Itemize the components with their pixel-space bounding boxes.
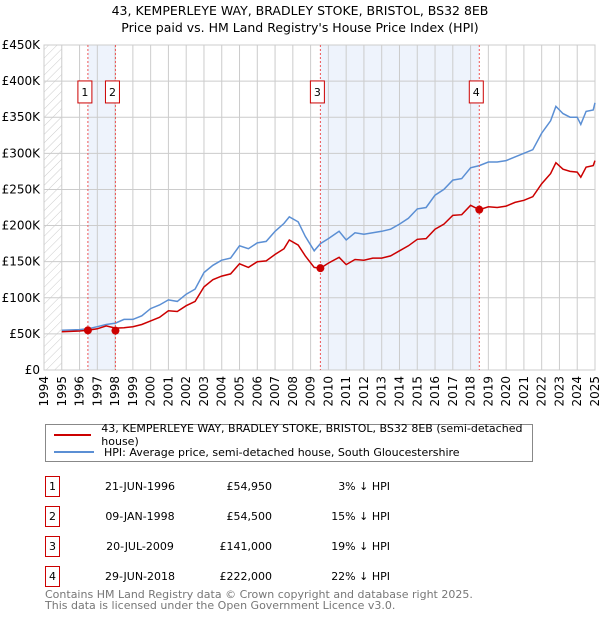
footer: Contains HM Land Registry data © Crown c… [45,589,473,611]
x-tick-label: 2006 [250,376,264,407]
x-tick-label: 2019 [481,376,495,407]
footer-copyright: Contains HM Land Registry data © Crown c… [45,588,473,601]
chart-title: 43, KEMPERLEYE WAY, BRADLEY STOKE, BRIST… [111,3,489,18]
x-tick-label: 2012 [357,376,371,407]
x-tick-label: 2010 [321,376,335,407]
sale-date: 20-JUL-2009 [106,540,174,553]
sale-point [316,264,325,273]
x-tick-label: 2016 [428,376,442,407]
hpi-line [61,102,596,332]
y-tick-label: £400K [2,74,42,88]
x-tick-label: 2005 [233,376,247,407]
x-tick-label: 1999 [126,376,140,407]
x-tick-label: 2017 [446,376,460,407]
sale-number-badge: 3 [45,536,60,557]
y-tick-label: £350K [2,110,42,124]
sale-number-badge: 4 [45,566,60,587]
sale-hpi-diff: 3% ↓ HPI [338,480,390,493]
sale-point [475,205,484,214]
x-tick-label: 2021 [517,376,531,407]
sale-label-number: 3 [314,86,321,99]
x-tick-label: 2023 [552,376,566,407]
x-tick-label: 2004 [215,376,229,407]
sale-price: £54,500 [226,510,273,523]
sale-number-badge: 1 [45,476,60,497]
x-tick-label: 2008 [286,376,300,407]
legend-swatch-red [54,434,92,436]
plot-border [43,44,596,371]
sale-date: 21-JUN-1996 [104,480,176,493]
sale-label-box [468,80,484,104]
footer-licence: This data is licensed under the Open Gov… [45,599,396,612]
sale-row: 2 09-JAN-1998 £54,500 15% ↓ HPI [45,506,445,528]
sale-row: 3 20-JUL-2009 £141,000 19% ↓ HPI [45,536,445,558]
x-tick-label: 1998 [108,376,122,407]
hatched-region [44,45,62,370]
legend-swatch-blue [54,451,94,453]
sale-price: £222,000 [219,570,273,583]
sale-price: £54,950 [226,480,273,493]
y-tick-label: £250K [2,182,42,196]
x-tick-label: 2018 [464,376,478,407]
x-tick-label: 2015 [410,376,424,407]
x-tick-label: 2020 [499,376,513,407]
sale-price: £141,000 [219,540,273,553]
sale-hpi-diff: 15% ↓ HPI [331,510,390,523]
legend-label: 43, KEMPERLEYE WAY, BRADLEY STOKE, BRIST… [101,422,523,448]
x-tick-label: 2011 [339,376,353,407]
sale-date: 29-JUN-2018 [104,570,176,583]
y-tick-label: £200K [2,219,42,233]
x-tick-label: 1996 [73,376,87,407]
y-tick-label: £100K [2,291,42,305]
x-tick-label: 2013 [375,376,389,407]
sale-hpi-diff: 19% ↓ HPI [331,540,390,553]
y-tick-label: £0 [25,363,40,377]
x-tick-label: 2024 [570,376,584,407]
x-tick-label: 2000 [144,376,158,407]
sale-row: 1 21-JUN-1996 £54,950 3% ↓ HPI [45,476,445,498]
sale-label-box [309,80,325,104]
sale-row: 4 29-JUN-2018 £222,000 22% ↓ HPI [45,566,445,588]
x-tick-label: 1994 [37,376,51,407]
x-tick-label: 1997 [90,376,104,407]
sale-label-number: 1 [81,86,88,99]
sale-date: 09-JAN-1998 [105,510,175,523]
sale-point [83,326,92,335]
y-tick-label: £50K [9,327,41,341]
price-paid-line [61,160,596,333]
x-tick-label: 2007 [268,376,282,407]
x-tick-label: 2014 [392,376,406,407]
chart-legend: 43, KEMPERLEYE WAY, BRADLEY STOKE, BRIST… [45,422,533,462]
x-tick-label: 2009 [304,376,318,407]
x-tick-label: 1995 [55,376,69,407]
x-tick-label: 2003 [197,376,211,407]
y-tick-label: £450K [2,38,42,52]
y-tick-label: £300K [2,146,42,160]
legend-item-property: 43, KEMPERLEYE WAY, BRADLEY STOKE, BRIST… [54,422,532,448]
sale-number-badge: 2 [45,506,60,527]
legend-label: HPI: Average price, semi-detached house,… [104,445,460,459]
sale-label-box [77,80,93,104]
sale-point [111,326,120,335]
x-tick-label: 2002 [179,376,193,407]
x-tick-label: 2025 [588,376,600,407]
sale-label-number: 2 [109,86,116,99]
x-tick-label: 2001 [161,376,175,407]
sale-label-number: 4 [473,86,480,99]
sale-hpi-diff: 22% ↓ HPI [331,570,390,583]
chart-subtitle: Price paid vs. HM Land Registry's House … [121,20,479,35]
legend-item-hpi: HPI: Average price, semi-detached house,… [54,444,460,460]
y-tick-label: £150K [2,255,42,269]
x-tick-label: 2022 [535,376,549,407]
sale-label-box [104,80,120,104]
price-chart: £0 £50K £100K £150K £200K £250K £300K £350K £400… [2,38,600,407]
